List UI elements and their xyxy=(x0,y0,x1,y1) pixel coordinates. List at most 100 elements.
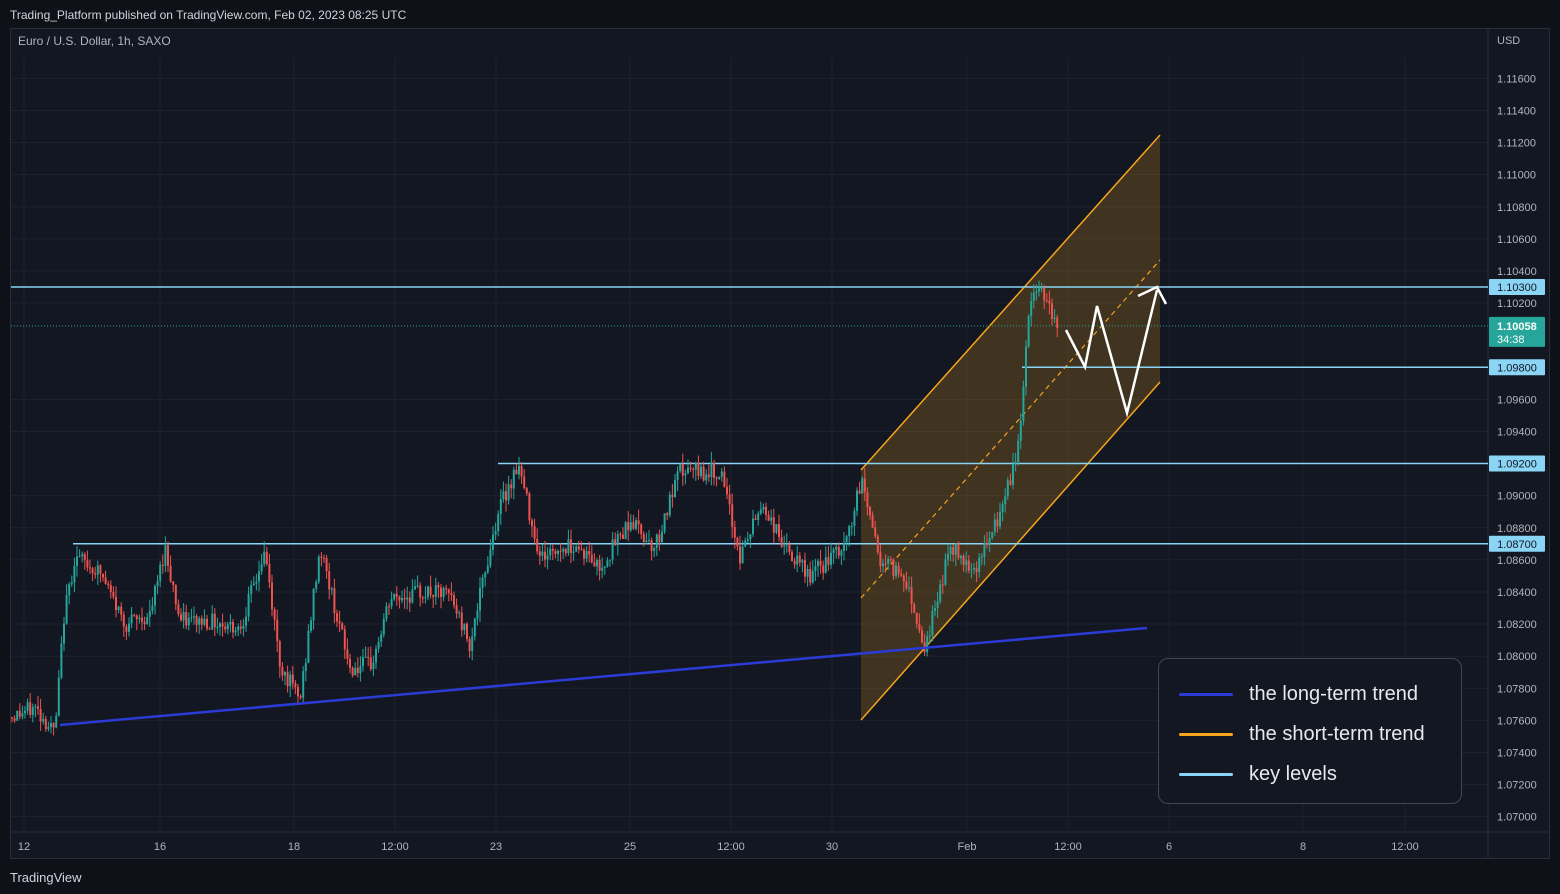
candle-body xyxy=(801,560,804,563)
candle-body xyxy=(853,510,856,527)
candle-body xyxy=(999,511,1001,527)
candle-body xyxy=(146,616,149,624)
candle-body xyxy=(445,588,448,590)
candle-body xyxy=(96,565,99,575)
candle-body xyxy=(567,539,570,554)
key-level-tag-bg xyxy=(1489,535,1545,552)
candle-body xyxy=(403,597,406,600)
candle-body xyxy=(702,466,705,481)
candle-body xyxy=(806,568,809,577)
candle-body xyxy=(455,605,458,614)
candle-body xyxy=(473,618,476,637)
candle-body xyxy=(177,604,180,615)
candle-body xyxy=(37,706,39,709)
y-axis[interactable]: USD 1.11600 1.11400 1.11200 1.11000 1.10800 1… xyxy=(1497,35,1537,824)
candle-body xyxy=(957,543,960,559)
candle-body xyxy=(484,572,487,578)
candle-body xyxy=(949,546,952,555)
candle-body xyxy=(250,585,253,594)
candle-body xyxy=(817,560,819,567)
candle-body xyxy=(406,597,409,600)
channel-mid-line xyxy=(860,259,1161,599)
candle-body xyxy=(749,534,752,540)
candle-body xyxy=(947,554,949,560)
candle-body xyxy=(297,687,299,697)
candle-body xyxy=(666,513,669,516)
candle-body xyxy=(1056,317,1059,328)
candle-body xyxy=(42,718,45,722)
legend-item-key-levels: key levels xyxy=(1179,762,1337,786)
candle-body xyxy=(450,593,453,596)
candle-body xyxy=(1035,291,1038,293)
channel-fill xyxy=(861,135,1160,720)
candle-body xyxy=(892,559,895,577)
last-price-value: 1.10058 xyxy=(1497,321,1537,333)
candle-body xyxy=(848,526,851,537)
candle-body xyxy=(440,587,442,597)
candle-body xyxy=(330,588,333,590)
candle-body xyxy=(255,581,258,584)
candle-body xyxy=(125,626,128,632)
candle-body xyxy=(476,610,479,619)
candle-body xyxy=(772,517,775,533)
candle-body xyxy=(120,606,123,615)
x-axis[interactable]: 12 16 18 12:00 23 25 12:00 30 Feb 12:00 6 8 12:00 xyxy=(18,841,1419,853)
tradingview-logo: TradingView xyxy=(10,870,82,885)
candle-body xyxy=(557,550,559,555)
candle-body xyxy=(16,710,19,721)
candle-body xyxy=(884,563,887,565)
candle-body xyxy=(112,591,115,597)
legend-item-short-term: the short-term trend xyxy=(1179,722,1425,746)
candle-body xyxy=(609,559,611,561)
candle-body xyxy=(676,471,679,480)
candle-body xyxy=(198,618,201,625)
candle-body xyxy=(421,597,424,599)
candles xyxy=(11,280,1059,736)
candle-body xyxy=(453,595,455,606)
candle-body xyxy=(1045,300,1048,302)
candle-body xyxy=(398,596,401,601)
channel-lower-line xyxy=(860,381,1161,721)
candle-body xyxy=(726,486,728,495)
candle-body xyxy=(492,534,494,550)
candle-body xyxy=(850,526,853,528)
candle-body xyxy=(819,560,822,566)
candle-body xyxy=(1004,496,1007,505)
candle-body xyxy=(1053,317,1056,319)
x-tick-label: 12 xyxy=(18,841,30,853)
candle-body xyxy=(510,484,513,489)
candle-body xyxy=(1027,316,1030,347)
currency-label: USD xyxy=(1497,35,1520,47)
key-level-tag-text: 1.08700 xyxy=(1497,539,1537,551)
candle-body xyxy=(788,543,791,553)
candle-body xyxy=(234,630,237,633)
candle-body xyxy=(229,622,232,625)
key-level-tag: 1.09200 xyxy=(1489,455,1545,472)
y-tick-label: 1.07000 xyxy=(1497,812,1537,824)
long-term-trend-line xyxy=(59,626,1148,727)
candle-body xyxy=(975,568,978,572)
candle-body xyxy=(76,556,78,566)
candle-body xyxy=(585,550,588,559)
candle-body xyxy=(986,542,988,546)
candle-body xyxy=(502,491,505,500)
candle-body xyxy=(993,519,996,532)
candle-body xyxy=(471,636,474,652)
candle-body xyxy=(572,551,575,553)
candle-body xyxy=(588,550,591,555)
candle-body xyxy=(746,539,749,541)
y-tick-label: 1.10600 xyxy=(1497,234,1537,246)
candle-body xyxy=(614,539,617,546)
candle-body xyxy=(172,581,175,586)
candle-body xyxy=(247,593,250,617)
x-tick-label: 12:00 xyxy=(1391,841,1419,853)
x-tick-label: 6 xyxy=(1166,841,1172,853)
candle-body xyxy=(481,577,484,588)
candle-body xyxy=(328,571,331,590)
y-tick-label: 1.08600 xyxy=(1497,555,1537,567)
candle-body xyxy=(268,563,271,583)
candle-body xyxy=(559,550,562,552)
candle-body xyxy=(34,706,37,708)
